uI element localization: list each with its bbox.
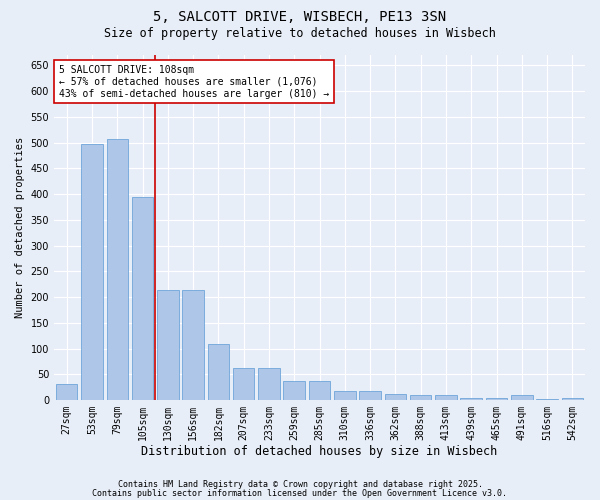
Bar <box>410 395 431 400</box>
Bar <box>182 290 204 400</box>
Bar <box>132 196 153 400</box>
Bar <box>486 398 507 400</box>
Bar <box>435 395 457 400</box>
Bar <box>157 290 179 400</box>
Bar <box>56 384 77 400</box>
Bar <box>233 368 254 400</box>
Bar <box>334 391 356 400</box>
Bar <box>81 144 103 400</box>
Bar <box>208 344 229 400</box>
Bar <box>385 394 406 400</box>
Bar <box>258 368 280 400</box>
Bar <box>562 398 583 400</box>
Bar <box>536 398 558 400</box>
Y-axis label: Number of detached properties: Number of detached properties <box>15 137 25 318</box>
Bar <box>460 398 482 400</box>
Bar <box>107 139 128 400</box>
Bar <box>309 380 330 400</box>
Text: 5, SALCOTT DRIVE, WISBECH, PE13 3SN: 5, SALCOTT DRIVE, WISBECH, PE13 3SN <box>154 10 446 24</box>
Bar <box>511 395 533 400</box>
Text: Contains HM Land Registry data © Crown copyright and database right 2025.: Contains HM Land Registry data © Crown c… <box>118 480 482 489</box>
Text: Contains public sector information licensed under the Open Government Licence v3: Contains public sector information licen… <box>92 488 508 498</box>
Text: Size of property relative to detached houses in Wisbech: Size of property relative to detached ho… <box>104 28 496 40</box>
X-axis label: Distribution of detached houses by size in Wisbech: Distribution of detached houses by size … <box>142 444 497 458</box>
Bar <box>359 391 381 400</box>
Bar <box>283 380 305 400</box>
Text: 5 SALCOTT DRIVE: 108sqm
← 57% of detached houses are smaller (1,076)
43% of semi: 5 SALCOTT DRIVE: 108sqm ← 57% of detache… <box>59 66 329 98</box>
